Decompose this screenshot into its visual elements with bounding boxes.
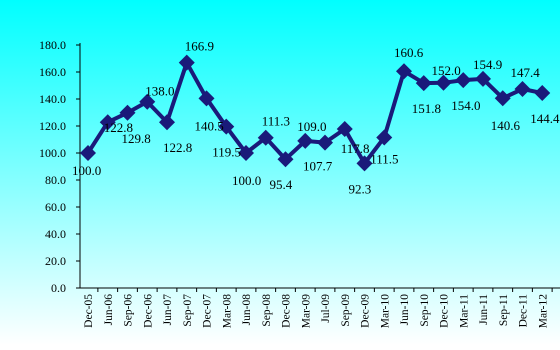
x-tick-label: Dec-11: [518, 294, 530, 328]
x-tick-label: Sep-06: [123, 294, 135, 327]
data-label: 117.8: [341, 141, 370, 156]
data-point-marker: [139, 93, 156, 110]
x-tick-label: Mar-11: [458, 294, 470, 328]
data-label: 119.5: [212, 145, 241, 160]
y-tick-labels: 0.0 20.0 40.0 60.0 80.0 100.0 120.0 140.0 160.0 1…: [39, 38, 66, 295]
y-tick-label: 120.0: [39, 119, 66, 133]
data-label: 107.7: [303, 159, 333, 174]
data-label: 140.5: [195, 118, 224, 133]
data-point-marker: [494, 90, 511, 107]
data-point-marker: [415, 75, 432, 92]
data-label: 160.6: [394, 45, 424, 60]
x-tick-label: Sep-09: [340, 294, 352, 327]
data-label: 140.6: [491, 118, 521, 133]
data-label: 147.4: [511, 65, 541, 80]
data-point-marker: [514, 81, 531, 98]
data-point-marker: [238, 145, 254, 161]
data-label: 152.0: [432, 63, 461, 78]
y-tick-label: 180.0: [39, 38, 66, 52]
x-tick-label: Dec-08: [281, 294, 293, 328]
data-point-marker: [178, 54, 195, 71]
data-point-marker: [376, 129, 393, 146]
data-point-marker: [435, 74, 452, 91]
data-point-marker: [336, 120, 353, 137]
data-point-marker: [396, 63, 412, 80]
x-tick-label: Jun-10: [399, 294, 411, 326]
data-point-marker: [317, 134, 333, 151]
y-tick-label: 0.0: [51, 281, 66, 295]
data-label: 111.5: [370, 151, 398, 166]
x-tick-label: Dec-10: [439, 294, 451, 328]
data-markers: [80, 54, 551, 172]
x-tick-label: Jun-06: [103, 294, 115, 326]
data-point-marker: [218, 118, 235, 135]
x-tick-label: Jun-11: [478, 294, 490, 325]
data-point-marker: [119, 104, 136, 121]
x-tick-label: Mar-12: [537, 294, 549, 329]
x-tick-label: Jun-08: [241, 294, 253, 326]
x-tick-label: Sep-11: [498, 294, 510, 326]
data-label: 151.8: [412, 101, 441, 116]
data-label: 95.4: [270, 177, 293, 192]
x-tick-label: Mar-09: [300, 294, 312, 329]
data-point-marker: [198, 90, 215, 107]
data-label: 122.8: [163, 140, 192, 155]
x-tick-label: Sep-10: [419, 294, 431, 327]
x-tick-label: Dec-09: [360, 294, 372, 328]
data-point-marker: [80, 145, 96, 161]
x-tick-label: Dec-06: [142, 294, 154, 328]
data-point-marker: [297, 132, 314, 149]
x-tick-label: Sep-07: [182, 294, 194, 327]
data-point-marker: [455, 72, 472, 89]
data-point-marker: [356, 155, 373, 172]
data-label: 138.0: [145, 84, 174, 99]
x-tick-labels: Dec-05 Jun-06 Sep-06 Dec-06 Jun-07 Sep-07 Dec-…: [83, 294, 549, 329]
data-label: 129.8: [122, 131, 151, 146]
y-tick-label: 60.0: [45, 200, 66, 214]
data-label: 154.9: [473, 57, 502, 72]
data-label: 92.3: [349, 181, 372, 196]
data-point-marker: [257, 129, 274, 146]
y-tick-label: 100.0: [39, 146, 66, 160]
x-tick-label: Mar-10: [379, 294, 391, 329]
data-label: 100.0: [232, 173, 261, 188]
data-point-marker: [534, 85, 551, 102]
x-tick-label: Jun-07: [162, 294, 174, 326]
x-tick-label: Mar-08: [221, 294, 233, 329]
data-point-marker: [475, 70, 491, 87]
data-point-marker: [99, 114, 116, 131]
data-point-marker: [159, 114, 175, 131]
y-tick-label: 80.0: [45, 173, 66, 187]
y-tick-label: 140.0: [39, 92, 66, 106]
data-label: 111.3: [262, 114, 290, 129]
x-tick-label: Sep-08: [261, 294, 273, 327]
data-label: 122.8: [104, 120, 133, 135]
y-tick-label: 20.0: [45, 254, 66, 268]
data-point-marker: [277, 151, 294, 168]
y-tick-label: 40.0: [45, 227, 66, 241]
data-label: 100.0: [72, 163, 101, 178]
axes: [76, 43, 560, 292]
data-labels: 100.0122.8129.8138.0122.8166.9140.5119.5…: [72, 39, 560, 197]
data-label: 154.0: [451, 98, 480, 113]
x-tick-label: Dec-05: [83, 294, 95, 328]
y-tick-label: 160.0: [39, 65, 66, 79]
data-label: 166.9: [185, 39, 214, 54]
x-tick-label: Jul-09: [320, 294, 332, 323]
x-tick-label: Dec-07: [202, 294, 214, 328]
data-label: 144.4: [530, 111, 560, 126]
data-label: 109.0: [297, 119, 326, 134]
